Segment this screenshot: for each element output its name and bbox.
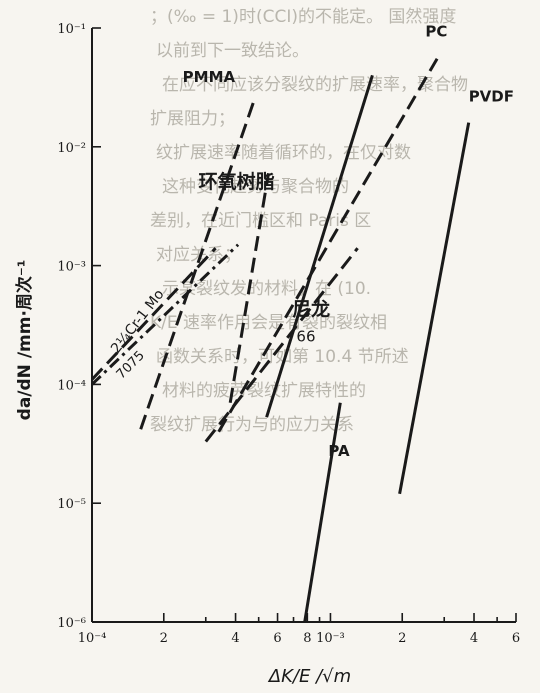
series-line (90, 243, 240, 386)
background-text-line: 这种变化趋势与聚合物的 (162, 177, 349, 197)
series-line (265, 74, 374, 418)
background-text-line: 示某裂纹发的材料，在 (10. (162, 279, 371, 299)
series-line (228, 172, 270, 404)
background-text-line: 在应不同应该分裂纹的扩展速率，聚合物 (162, 75, 468, 95)
series-layer (90, 58, 471, 623)
background-text-line: 对应关系； (156, 245, 241, 265)
y-tick-label: 10⁻⁴ (57, 378, 86, 393)
x-tick-label: 10⁻³ (316, 631, 345, 646)
x-tick-label: 10⁻⁴ (78, 631, 107, 646)
x-tick-label: 2 (398, 631, 406, 646)
ticks-layer: 10⁻⁴ 2 4 6 8 10⁻³ 2 4 6 10⁻¹ 10⁻² 10⁻³ 10⁻⁴ 10⁻⁵ 10⁻⁶ (57, 22, 520, 646)
background-text-line: 扩展阻力； (150, 109, 235, 129)
background-text-line: K/E 速率作用会是有裂的裂纹相 (150, 313, 387, 333)
curve-label: 66 (296, 327, 315, 345)
background-text-line: ；(‰ = 1)时(CCI)的不能定。 国然强度 (150, 7, 456, 27)
background-text-line: 函数关系时，可如第 10.4 节所述 (156, 347, 409, 367)
curve-label: 环氧树脂 (199, 170, 275, 193)
x-tick-label: 6 (512, 631, 520, 646)
y-tick-label: 10⁻⁵ (57, 497, 86, 512)
series-line (204, 247, 359, 443)
x-tick-label: 2 (160, 631, 168, 646)
x-tick-label: 8 (303, 631, 311, 646)
background-text-line: 以前到下一致结论。 (156, 41, 309, 61)
y-tick-label: 10⁻² (57, 141, 86, 156)
y-axis-label: da/dN /mm·周次⁻¹ (14, 260, 35, 421)
x-axis-label: ΔK/E /√m (267, 666, 351, 687)
background-text-line: 材料的疲劳裂纹扩展特性的 (162, 381, 366, 401)
curve-label: PVDF (469, 88, 514, 106)
series-line (398, 122, 471, 495)
curve-label: PA (328, 442, 350, 460)
x-tick-label: 6 (273, 631, 281, 646)
curve-label: PMMA (183, 68, 236, 86)
x-tick-label: 4 (470, 631, 478, 646)
series-line (139, 99, 256, 430)
series-line (303, 402, 342, 623)
curve-label: PC (425, 22, 447, 40)
y-tick-label: 10⁻⁶ (57, 616, 86, 631)
y-tick-label: 10⁻³ (57, 260, 86, 275)
series-line (90, 247, 217, 381)
background-text-line: 裂纹扩展行为与的应力关系 (150, 415, 354, 435)
y-tick-label: 10⁻¹ (57, 22, 86, 37)
curve-label: 尼龙 (292, 298, 330, 321)
x-tick-label: 4 (231, 631, 239, 646)
series-line (217, 58, 439, 433)
